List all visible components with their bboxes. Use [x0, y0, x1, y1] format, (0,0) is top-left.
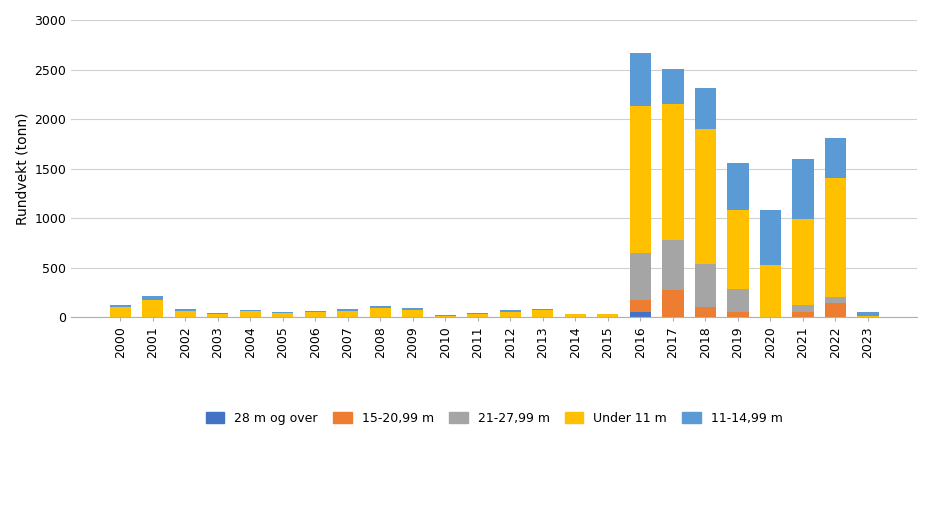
Bar — [630, 312, 651, 317]
Bar — [532, 309, 554, 310]
Bar — [663, 290, 683, 317]
Bar — [500, 312, 521, 317]
Bar — [695, 88, 716, 129]
Bar — [727, 312, 748, 317]
Bar — [207, 312, 228, 313]
Bar — [110, 307, 130, 317]
Bar — [337, 309, 359, 311]
Bar — [663, 241, 683, 290]
Bar — [403, 308, 423, 310]
Bar — [174, 309, 196, 311]
Bar — [500, 310, 521, 312]
Bar — [110, 305, 130, 307]
Bar — [792, 219, 814, 305]
Bar — [727, 210, 748, 289]
Bar — [630, 300, 651, 312]
Bar — [532, 310, 554, 317]
Bar — [272, 312, 294, 317]
Bar — [630, 253, 651, 300]
Bar — [825, 178, 846, 297]
Bar — [792, 159, 814, 219]
Bar — [207, 313, 228, 317]
Bar — [857, 312, 879, 316]
Bar — [337, 311, 359, 317]
Bar — [825, 297, 846, 303]
Y-axis label: Rundvekt (tonn): Rundvekt (tonn) — [15, 112, 29, 225]
Bar — [597, 314, 619, 317]
Bar — [467, 312, 488, 313]
Bar — [792, 312, 814, 317]
Bar — [695, 264, 716, 307]
Bar — [727, 163, 748, 210]
Bar — [695, 307, 716, 317]
Legend: 28 m og over, 15-20,99 m, 21-27,99 m, Under 11 m, 11-14,99 m: 28 m og over, 15-20,99 m, 21-27,99 m, Un… — [200, 406, 788, 429]
Bar — [370, 308, 391, 317]
Bar — [857, 316, 879, 317]
Bar — [370, 306, 391, 308]
Bar — [630, 53, 651, 106]
Bar — [305, 312, 326, 317]
Bar — [143, 297, 163, 300]
Bar — [825, 138, 846, 178]
Bar — [435, 315, 456, 317]
Bar — [240, 310, 261, 311]
Bar — [467, 313, 488, 317]
Bar — [727, 289, 748, 312]
Bar — [663, 104, 683, 241]
Bar — [240, 311, 261, 317]
Bar — [760, 210, 781, 265]
Bar — [695, 129, 716, 264]
Bar — [174, 311, 196, 317]
Bar — [565, 313, 586, 314]
Bar — [630, 106, 651, 253]
Bar — [305, 311, 326, 312]
Bar — [825, 303, 846, 317]
Bar — [792, 305, 814, 312]
Bar — [435, 314, 456, 315]
Bar — [663, 69, 683, 104]
Bar — [143, 300, 163, 317]
Bar — [565, 314, 586, 317]
Bar — [403, 310, 423, 317]
Bar — [760, 265, 781, 317]
